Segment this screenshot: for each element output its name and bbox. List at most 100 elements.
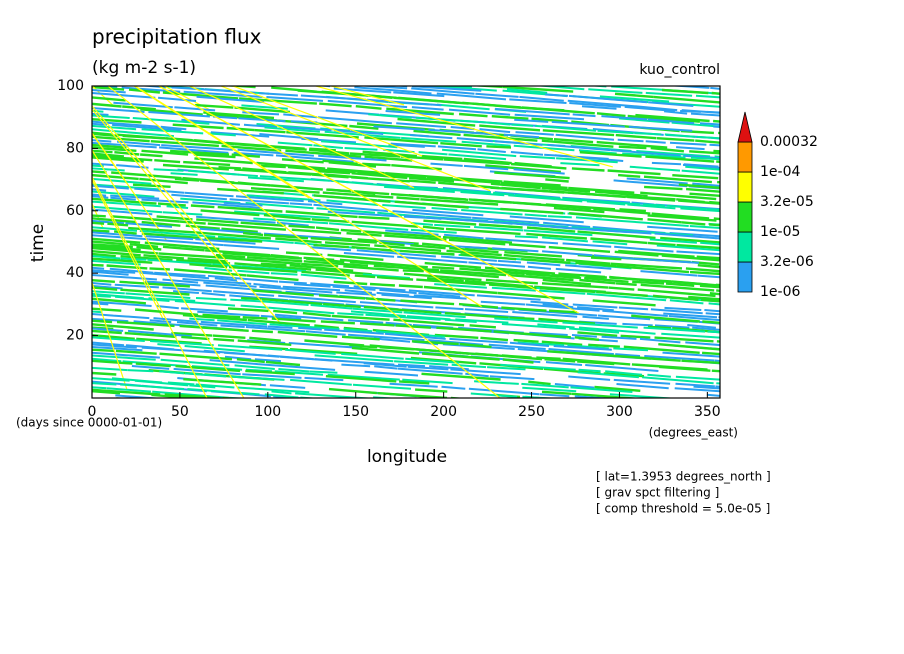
- field-streak: [92, 377, 371, 398]
- field-streak: [92, 183, 720, 230]
- field-streak: [157, 343, 720, 385]
- field-streak: [92, 146, 720, 193]
- field-streak: [132, 183, 720, 227]
- field-streak: [92, 263, 656, 307]
- field-streak: [149, 319, 720, 362]
- field-streak: [92, 86, 115, 107]
- field-streak: [313, 86, 613, 168]
- field-streak: [92, 319, 720, 365]
- field-streak: [92, 184, 718, 233]
- field-streak: [162, 163, 720, 205]
- field-streak: [316, 86, 720, 114]
- x-tick-label: 150: [342, 404, 369, 420]
- x-tick-label: 200: [430, 404, 457, 420]
- field-streak: [389, 86, 694, 107]
- plot-frame: [91, 85, 721, 399]
- note: [ grav spct filtering ]: [596, 486, 719, 500]
- field-streak: [241, 104, 720, 140]
- field-streak: [92, 202, 104, 230]
- field-streak: [92, 244, 720, 292]
- field-streak: [92, 343, 720, 388]
- field-streak: [92, 188, 720, 238]
- field-streak: [92, 270, 720, 319]
- field-streak: [156, 215, 720, 260]
- field-streak: [92, 246, 720, 296]
- field-streak: [133, 86, 482, 308]
- field-streak: [92, 273, 720, 322]
- field-streak: [92, 195, 720, 240]
- colorbar-box: [737, 261, 753, 293]
- field-streak: [92, 178, 165, 322]
- colorbar-box: [737, 141, 753, 173]
- x-tick-label: 300: [606, 404, 633, 420]
- x-tick-label: 100: [254, 404, 281, 420]
- field-streak: [92, 231, 720, 279]
- field-streak: [92, 345, 720, 393]
- field-streak: [92, 249, 716, 298]
- field-streak: [107, 86, 501, 398]
- colorbar-label: 3.2e-06: [760, 254, 814, 270]
- field: [92, 86, 720, 398]
- field-streak: [661, 88, 720, 95]
- x-axis-label: longitude: [367, 447, 447, 467]
- field-streak: [92, 278, 720, 324]
- field-streak: [92, 131, 167, 241]
- y-tick-label: 60: [66, 203, 84, 219]
- colorbar-label: 1e-05: [760, 224, 800, 240]
- y-axis-label: time: [28, 224, 48, 262]
- colorbar-box: [737, 201, 753, 233]
- field-streak: [92, 259, 720, 306]
- field-streak: [92, 336, 720, 381]
- field-streak: [92, 286, 720, 334]
- field-streak: [333, 87, 720, 117]
- field-streak: [92, 292, 720, 339]
- field-streak: [131, 365, 614, 398]
- field-streak: [157, 86, 580, 314]
- colorbar-label: 1e-04: [760, 164, 800, 180]
- field-streak: [92, 297, 720, 343]
- field-streak: [328, 86, 405, 106]
- field-streak: [92, 149, 720, 198]
- field-streak: [92, 173, 717, 222]
- field-streak: [92, 280, 128, 391]
- field-streak: [92, 205, 720, 252]
- field-streak: [92, 128, 720, 175]
- y-tick-label: 100: [57, 78, 84, 94]
- field-streak: [92, 290, 720, 334]
- field-streak: [92, 135, 720, 184]
- field-streak: [92, 312, 720, 358]
- field-streak: [92, 354, 633, 393]
- field-streak: [92, 152, 648, 198]
- colorbar-label: 0.00032: [760, 134, 818, 150]
- field-streak: [92, 386, 249, 398]
- field-streak: [468, 86, 720, 104]
- field-streak: [174, 177, 720, 221]
- field-streak: [92, 357, 680, 398]
- field-streak: [92, 229, 720, 276]
- field-streak: [128, 226, 720, 273]
- field-streak: [92, 114, 720, 161]
- y-unit: (days since 0000-01-01): [16, 416, 162, 430]
- note: [ comp threshold = 5.0e-05 ]: [596, 502, 770, 516]
- field-streak: [92, 221, 720, 269]
- x-tick-label: 50: [171, 404, 189, 420]
- field-streak: [231, 86, 423, 157]
- field-streak: [92, 359, 643, 398]
- field-streak: [221, 86, 720, 123]
- field-streak: [113, 101, 720, 147]
- field-streak: [92, 329, 534, 364]
- field-streak: [92, 269, 720, 316]
- colorbar-label: 3.2e-05: [760, 194, 814, 210]
- field-streak: [163, 86, 210, 110]
- y-tick-label: 20: [66, 328, 84, 344]
- run-label: kuo_control: [639, 62, 720, 78]
- field-streak: [92, 382, 320, 398]
- colorbar-box: [737, 171, 753, 203]
- field-streak: [219, 86, 491, 192]
- field-streak: [92, 200, 720, 246]
- field-streak: [92, 149, 245, 398]
- field-streak: [188, 86, 415, 189]
- field-streak: [200, 209, 720, 250]
- field-streak: [92, 388, 240, 398]
